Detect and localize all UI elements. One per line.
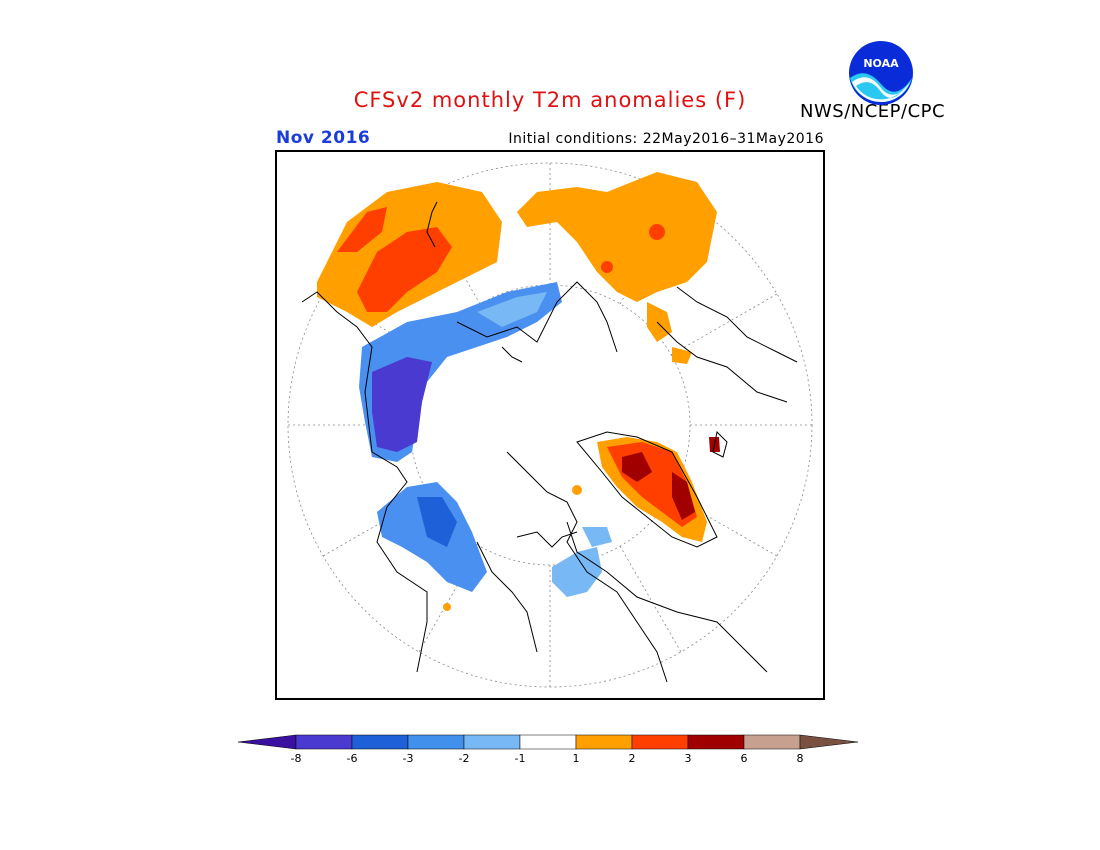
warm-spot-alaska-2 (601, 261, 613, 273)
cool-region-atlantic (582, 527, 612, 547)
colorbar-arrow-high (799, 734, 859, 750)
forecast-month: Nov 2016 (276, 128, 371, 148)
warm-peak-greenland-2 (672, 472, 695, 520)
polar-map (287, 162, 813, 688)
agency-label: NWS/NCEP/CPC (800, 101, 946, 122)
cool-core-europe (417, 497, 457, 547)
noaa-logo-icon: NOAA (849, 41, 913, 105)
map-frame (275, 150, 825, 700)
warm-region-canada-coast (647, 302, 672, 342)
colorbar-bin-4 (463, 734, 521, 750)
cool-region-scandinavia (552, 547, 602, 597)
colorbar-tick: -6 (346, 752, 358, 765)
initial-conditions: Initial conditions: 22May2016–31May2016 (508, 131, 824, 147)
colorbar-tick: -8 (290, 752, 302, 765)
warm-spot-iceland (572, 485, 582, 495)
colorbar-arrow-low (238, 734, 297, 750)
colorbar-tick: 3 (684, 752, 692, 765)
colorbar-tick: 8 (796, 752, 804, 765)
noaa-logo-text: NOAA (863, 57, 899, 70)
colorbar-bin-8 (687, 734, 745, 750)
colorbar-bin-2 (351, 734, 409, 750)
colorbar-tick: -1 (514, 752, 526, 765)
colorbar-bin-5 (519, 734, 577, 750)
colorbar-bin-9 (743, 734, 801, 750)
chart-title: CFSv2 monthly T2m anomalies (F) (353, 88, 747, 112)
colorbar-tick: -2 (458, 752, 470, 765)
coastlines (301, 201, 798, 683)
warm-core-siberia (357, 227, 452, 312)
warm-spot-europe (443, 603, 451, 611)
colorbar-tick: 6 (740, 752, 748, 765)
colorbar-bin-1 (295, 734, 353, 750)
colorbar-tick: 2 (628, 752, 636, 765)
warm-region-canada-coast-2 (672, 347, 692, 364)
cool-core-russia (372, 357, 432, 452)
colorbar-bin-7 (631, 734, 689, 750)
warm-region-alaska (517, 172, 717, 302)
colorbar (238, 734, 859, 750)
warm-core-siberia-2 (337, 207, 387, 252)
cool-light-russia (477, 292, 547, 327)
colorbar-bin-3 (407, 734, 465, 750)
colorbar-tick: -3 (402, 752, 414, 765)
warm-spot-alaska (649, 224, 665, 240)
warm-peak-greenland (622, 452, 652, 482)
colorbar-tick: 1 (572, 752, 580, 765)
colorbar-bin-6 (575, 734, 633, 750)
